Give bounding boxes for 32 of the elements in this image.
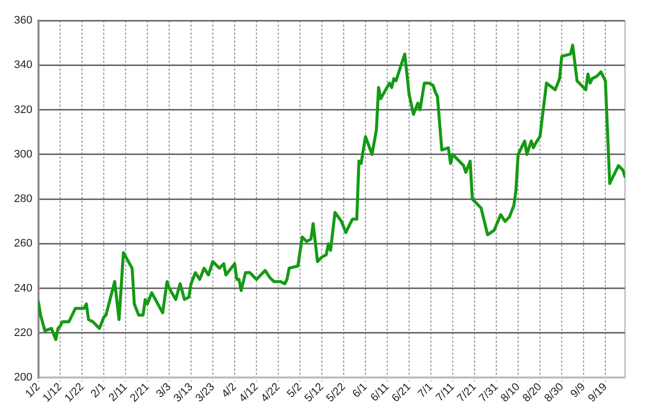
y-tick-label: 220 <box>14 326 32 339</box>
x-tick-label: 8/20 <box>520 380 544 405</box>
y-tick-label: 320 <box>14 104 32 116</box>
y-tick-label: 300 <box>14 148 32 160</box>
x-tick-label: 6/11 <box>368 380 392 404</box>
x-tick-label: 6/1 <box>350 380 370 400</box>
x-tick-label: 7/1 <box>416 380 436 400</box>
x-tick-label: 7/31 <box>476 380 501 405</box>
x-tick-label: 5/22 <box>324 380 348 405</box>
x-tick-label: 4/2 <box>220 380 239 400</box>
y-tick-label: 280 <box>14 193 32 206</box>
x-tick-label: 2/21 <box>128 380 152 405</box>
x-tick-label: 9/9 <box>568 380 588 400</box>
x-tick-label: 4/22 <box>258 380 283 405</box>
x-tick-label: 3/23 <box>193 380 218 405</box>
x-tick-label: 7/21 <box>455 380 479 405</box>
x-tick-label: 3/13 <box>172 380 196 405</box>
x-tick-label: 5/2 <box>285 380 304 400</box>
x-tick-label: 9/19 <box>586 380 610 405</box>
y-tick-label: 360 <box>14 14 32 27</box>
x-tick-label: 6/21 <box>390 380 414 405</box>
x-tick-label: 3/3 <box>154 380 174 400</box>
x-tick-label: 2/1 <box>88 380 108 400</box>
y-tick-label: 240 <box>14 282 32 294</box>
y-tick-label: 260 <box>14 238 32 250</box>
y-tick-label: 340 <box>14 59 32 72</box>
x-tick-label: 8/10 <box>498 380 522 405</box>
x-tick-label: 4/12 <box>237 380 261 405</box>
x-tick-label: 2/11 <box>106 380 130 404</box>
x-tick-label: 7/11 <box>434 380 457 404</box>
x-tick-label: 5/12 <box>302 380 326 405</box>
x-tick-label: 8/30 <box>542 380 566 405</box>
